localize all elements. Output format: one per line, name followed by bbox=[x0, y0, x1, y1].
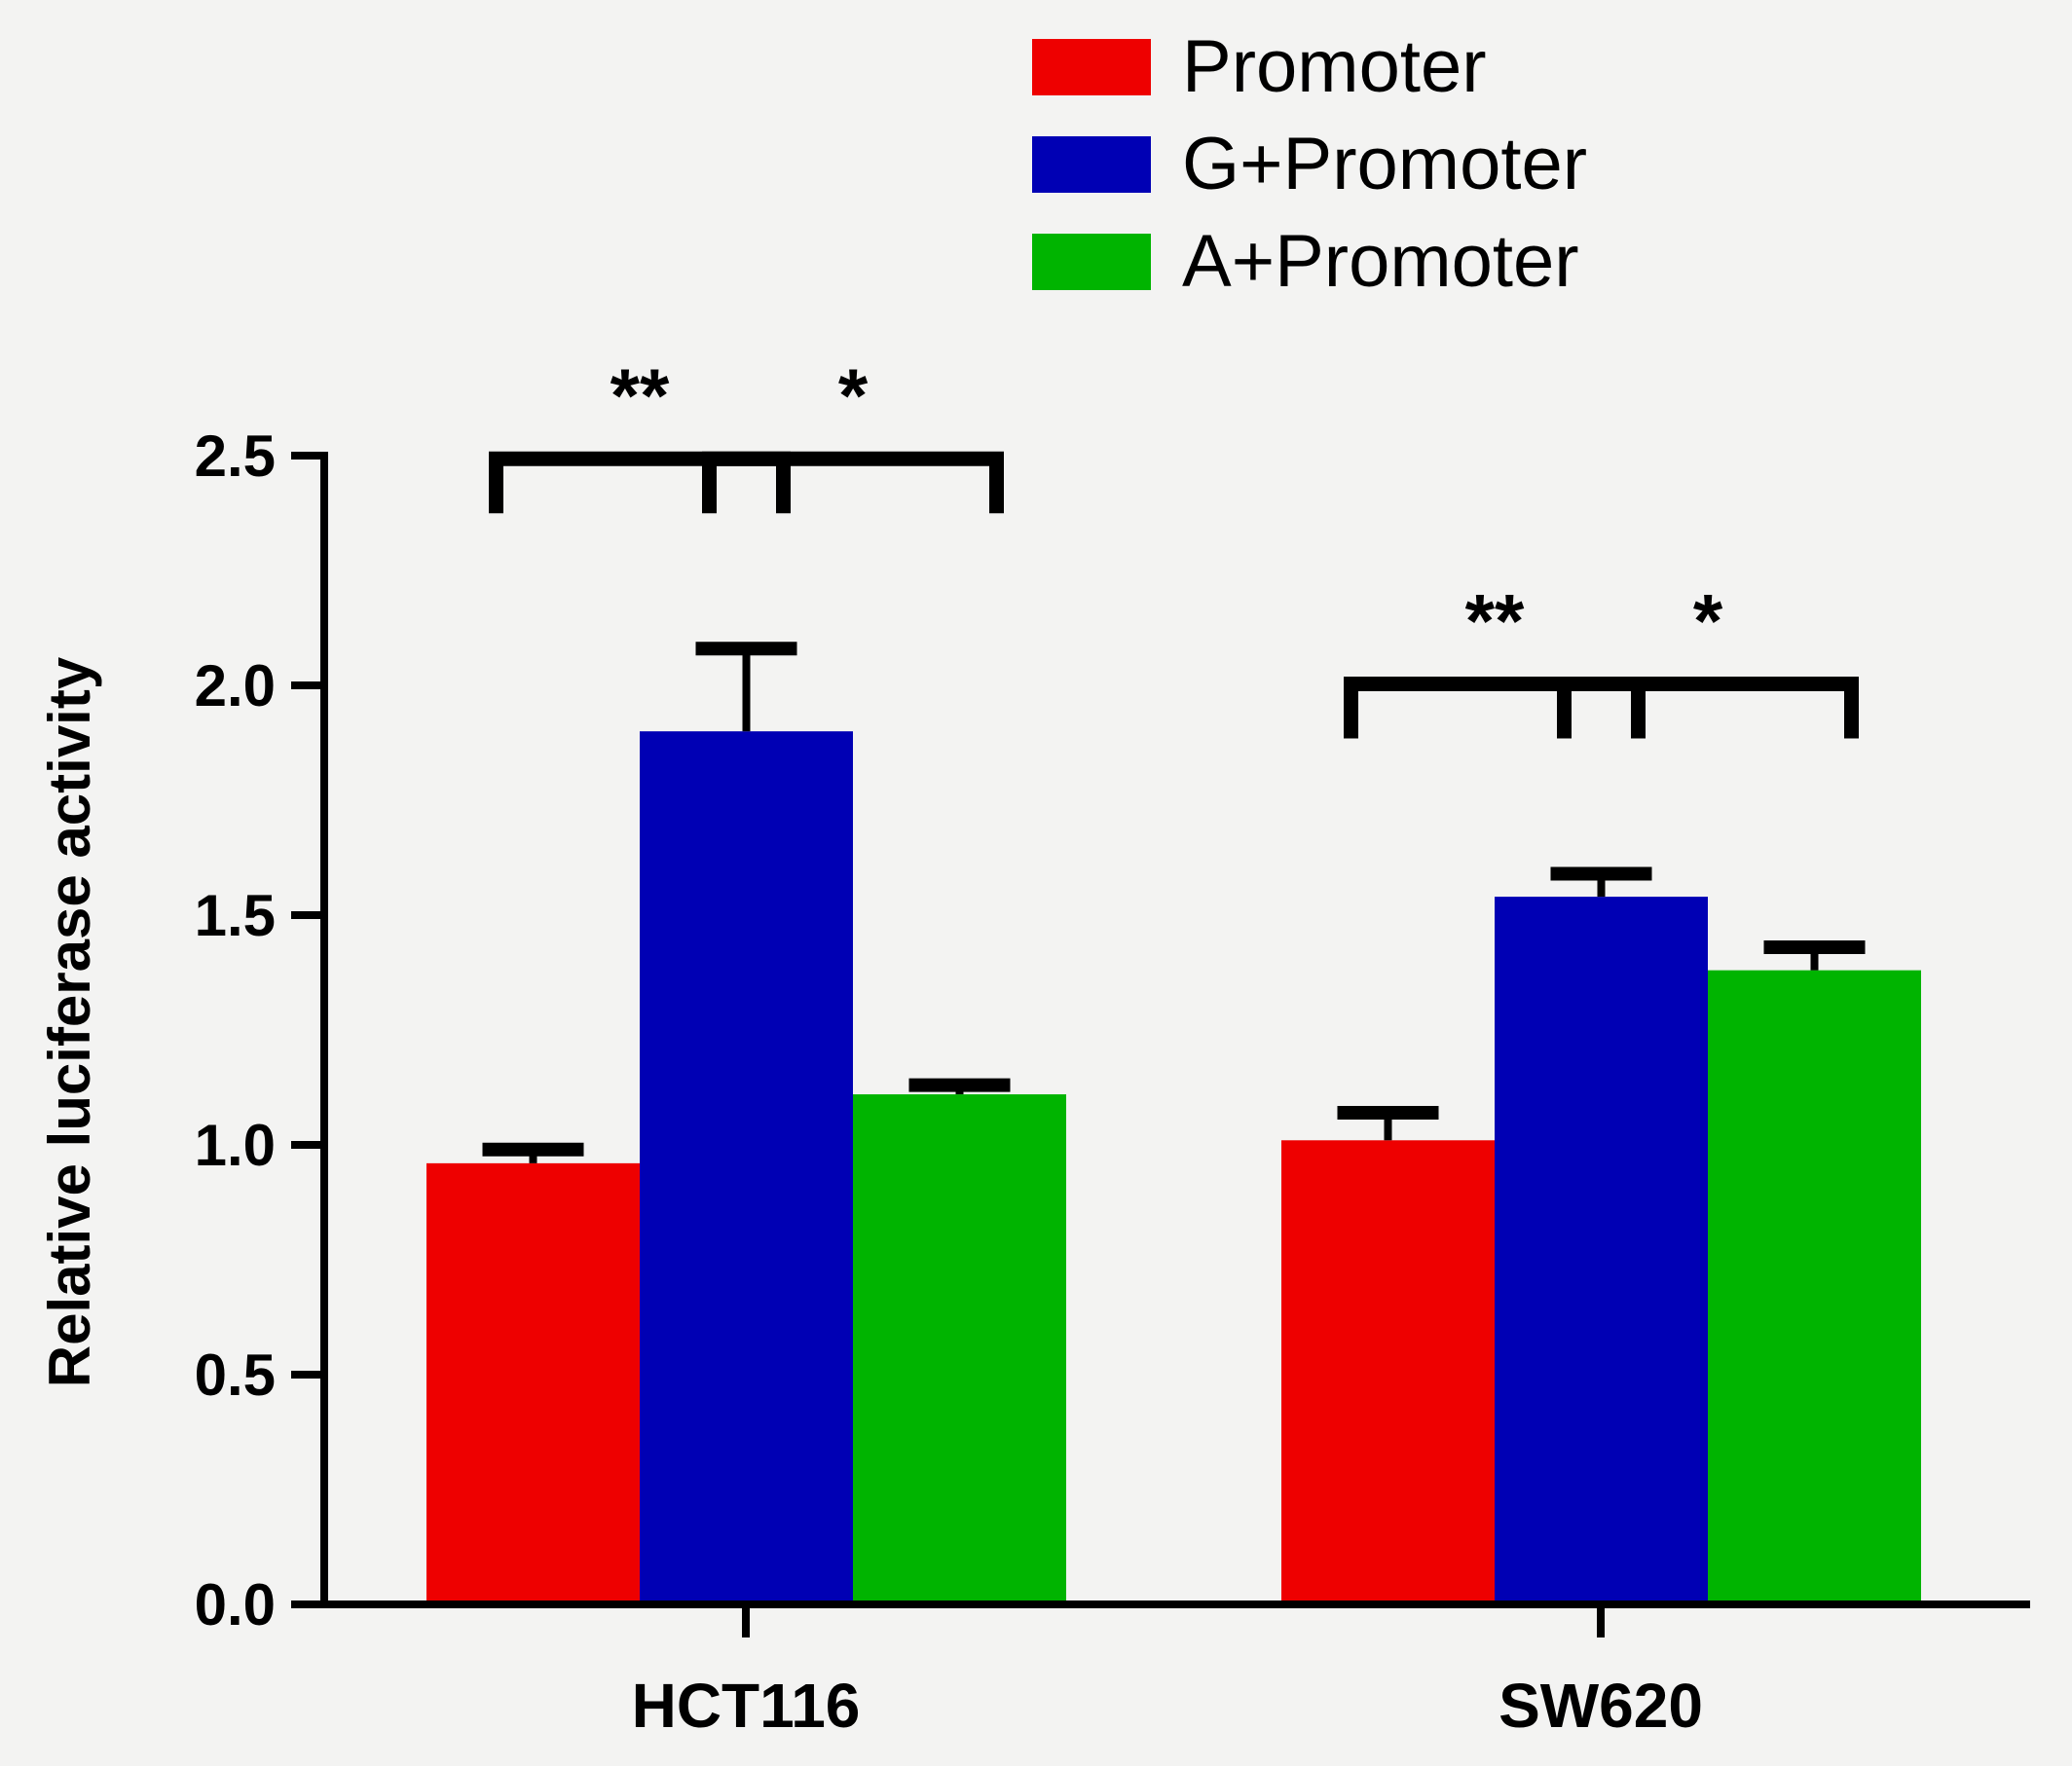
y-tick-label: 0.5 bbox=[195, 1343, 276, 1408]
bar bbox=[1495, 897, 1708, 1604]
y-tick-label: 1.5 bbox=[195, 883, 276, 948]
error-bars bbox=[482, 642, 1866, 1163]
y-tick-label: 2.5 bbox=[195, 423, 276, 489]
y-tick-label: 0.0 bbox=[195, 1572, 276, 1637]
bars bbox=[426, 731, 1921, 1604]
bar bbox=[853, 1094, 1066, 1604]
significance-label: * bbox=[1693, 578, 1723, 664]
legend-label: G+Promoter bbox=[1182, 123, 1587, 205]
y-tick-label: 2.0 bbox=[195, 653, 276, 718]
significance-label: ** bbox=[1465, 578, 1525, 664]
legend-label: A+Promoter bbox=[1182, 220, 1579, 303]
bar bbox=[426, 1162, 640, 1604]
bar bbox=[1708, 970, 1921, 1604]
significance-label: * bbox=[838, 352, 869, 438]
significance-brackets: ** *** * bbox=[489, 352, 1859, 739]
bar bbox=[640, 731, 853, 1604]
significance-label: ** bbox=[610, 352, 670, 438]
x-category-label: HCT116 bbox=[632, 1671, 861, 1741]
significance-bracket bbox=[489, 451, 791, 514]
significance-bracket bbox=[1344, 677, 1646, 739]
legend: Promoter G+Promoter A+Promoter bbox=[1032, 25, 1587, 303]
legend-swatch bbox=[1032, 234, 1151, 290]
y-axis-title: Relative luciferase activity bbox=[37, 656, 102, 1387]
significance-bracket bbox=[702, 451, 1004, 514]
significance-bracket bbox=[1557, 677, 1859, 739]
y-tick-label: 1.0 bbox=[195, 1113, 276, 1178]
legend-swatch bbox=[1032, 39, 1151, 95]
legend-swatch bbox=[1032, 136, 1151, 193]
bar bbox=[1281, 1140, 1495, 1604]
x-category-label: SW620 bbox=[1498, 1671, 1703, 1741]
axes: 0.0 0.5 1.0 1.5 2.0 2.5 HCT116 SW620 bbox=[195, 423, 2030, 1741]
legend-label: Promoter bbox=[1182, 25, 1487, 108]
